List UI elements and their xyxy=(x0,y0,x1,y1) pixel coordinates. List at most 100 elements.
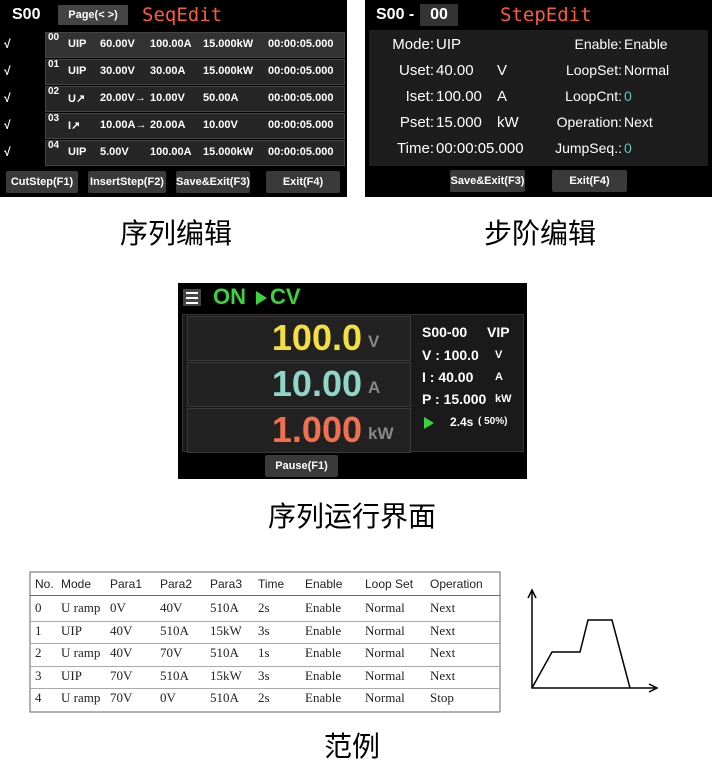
table-cell: Normal xyxy=(365,600,405,615)
table-header: Operation xyxy=(430,577,483,591)
row-flag: √ xyxy=(4,145,11,159)
page-button[interactable]: Page(< >) xyxy=(58,5,128,25)
row-para3: 10.00V xyxy=(203,119,238,131)
table-header: Para2 xyxy=(160,577,193,591)
table-cell: Normal xyxy=(365,622,405,638)
row-index: 00 xyxy=(48,32,60,43)
row-mode: UIP xyxy=(68,38,87,50)
reading-box xyxy=(187,362,411,407)
table-cell: 70V xyxy=(110,667,133,683)
table-rule xyxy=(30,643,500,644)
field-label: Time: xyxy=(397,140,434,157)
table-cell: 510A xyxy=(210,690,239,705)
row-para3: 15.000kW xyxy=(203,146,254,158)
table-cell: UIP xyxy=(61,622,82,638)
field-label: LoopSet: xyxy=(565,62,622,78)
row-time: 00:00:05.000 xyxy=(268,92,334,104)
row-index: 01 xyxy=(48,59,60,70)
field-value: 0 xyxy=(624,140,632,156)
field-label: Pset: xyxy=(399,114,434,131)
table-cell: 510A xyxy=(210,645,239,660)
setting-unit: V xyxy=(495,349,503,361)
seq-button[interactable]: InsertStep(F2) xyxy=(88,171,166,193)
table-rule xyxy=(30,688,500,689)
table-cell: 2 xyxy=(35,645,42,660)
table-cell: Normal xyxy=(365,645,405,660)
table-cell: Enable xyxy=(305,600,342,615)
row-index: 02 xyxy=(48,86,60,97)
setting-label: I : 40.00 xyxy=(422,369,474,385)
row-para3: 15.000kW xyxy=(203,65,254,77)
field-unit: kW xyxy=(497,114,519,131)
run-step-mode: VIP xyxy=(487,324,510,340)
row-time: 00:00:05.000 xyxy=(268,65,334,77)
reading-box xyxy=(187,316,411,361)
field-label: LoopCnt: xyxy=(565,88,622,104)
seq-button[interactable]: CutStep(F1) xyxy=(6,171,78,193)
field-label: Uset: xyxy=(398,62,434,79)
table-cell: 15kW xyxy=(210,622,242,638)
reading-value: 100.0 xyxy=(271,317,362,358)
table-cell: 1s xyxy=(258,645,270,660)
step-sequence: S00 - xyxy=(376,6,415,23)
table-cell: Enable xyxy=(305,667,342,683)
table-cell: 510A xyxy=(160,667,189,683)
step-button[interactable]: Exit(F4) xyxy=(552,170,627,192)
row-para1: 10.00A→ xyxy=(100,119,147,131)
row-bar xyxy=(45,140,345,166)
table-cell: Normal xyxy=(365,690,405,705)
caption: 范例 xyxy=(323,730,380,763)
setting-unit: A xyxy=(495,371,503,383)
field-label: Enable: xyxy=(574,36,622,52)
table-cell: U ramp xyxy=(61,690,101,705)
table-header: Enable xyxy=(305,577,343,591)
field-label: Iset: xyxy=(405,88,434,105)
field-label: Mode: xyxy=(392,36,434,53)
table-cell: 70V xyxy=(110,690,133,705)
table-cell: UIP xyxy=(61,667,82,683)
table-rule xyxy=(30,665,500,667)
table-cell: Enable xyxy=(305,622,342,638)
setting-unit: kW xyxy=(495,393,512,405)
table-cell: 4 xyxy=(35,690,42,705)
table-header: Time xyxy=(258,577,285,591)
row-mode: I↗ xyxy=(68,120,81,132)
row-para1: 60.00V xyxy=(100,38,135,50)
elapsed: 2.4s xyxy=(450,415,474,429)
setting-label: P : 15.000 xyxy=(422,391,487,407)
field-label: JumpSeq.: xyxy=(555,140,622,156)
seq-button[interactable]: Exit(F4) xyxy=(266,171,340,193)
reading-value: 10.00 xyxy=(271,363,362,404)
table-cell: U ramp xyxy=(61,645,101,660)
field-value: 100.00 xyxy=(436,88,482,105)
row-bar xyxy=(45,113,345,139)
row-bar xyxy=(45,59,345,85)
pause-button[interactable]: Pause(F1) xyxy=(265,455,338,477)
table-cell: 40V xyxy=(160,600,183,615)
row-para2: 100.00A xyxy=(150,146,192,158)
seq-button[interactable]: Save&Exit(F3) xyxy=(176,171,250,193)
row-para2: 10.00V xyxy=(150,92,185,104)
row-para1: 20.00V→ xyxy=(100,92,146,104)
sequence-label: S00 xyxy=(12,6,41,23)
step-number: 00 xyxy=(420,4,458,26)
menu-icon xyxy=(183,289,201,306)
run-step: S00-00 xyxy=(422,324,468,340)
field-value: UIP xyxy=(436,36,462,53)
table-cell: Next xyxy=(430,600,456,615)
field-value: 00:00:05.000 xyxy=(436,140,524,157)
table-cell: Stop xyxy=(430,690,454,705)
reading-unit: V xyxy=(368,332,380,351)
table-header: Loop Set xyxy=(365,577,414,591)
ramp-diagram xyxy=(527,588,659,693)
seq-title: SeqEdit xyxy=(142,4,223,26)
table-cell: 0 xyxy=(35,600,42,615)
reading-value: 1.000 xyxy=(271,409,362,450)
reading-unit: kW xyxy=(368,424,394,443)
table-cell: Normal xyxy=(365,667,405,683)
table-cell: 15kW xyxy=(210,667,242,683)
step-button[interactable]: Save&Exit(F3) xyxy=(450,170,525,192)
table-cell: 0V xyxy=(110,600,126,615)
